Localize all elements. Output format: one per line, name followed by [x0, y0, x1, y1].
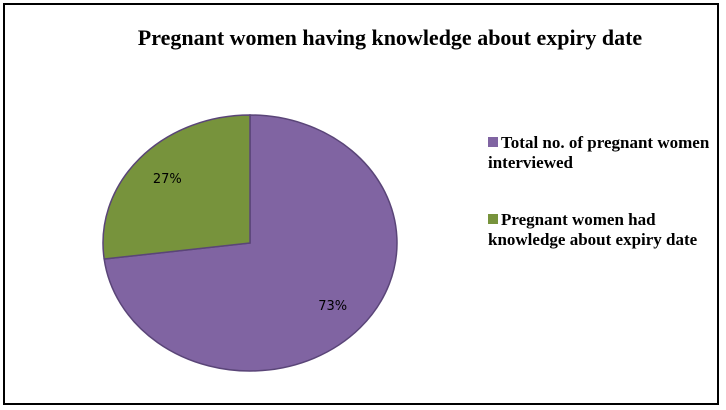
data-label: 27% [153, 172, 182, 187]
legend-swatch [488, 137, 498, 147]
legend-label: Pregnant women had knowledge about expir… [488, 210, 698, 249]
chart-border [3, 3, 719, 405]
data-label: 73% [318, 299, 347, 314]
legend-item: Pregnant women had knowledge about expir… [488, 210, 718, 250]
legend-label: Total no. of pregnant women interviewed [488, 133, 710, 172]
legend-item: Total no. of pregnant women interviewed [488, 133, 718, 173]
chart-title: Pregnant women having knowledge about ex… [137, 25, 643, 50]
legend-swatch [488, 214, 498, 224]
pie-slice [102, 114, 251, 260]
